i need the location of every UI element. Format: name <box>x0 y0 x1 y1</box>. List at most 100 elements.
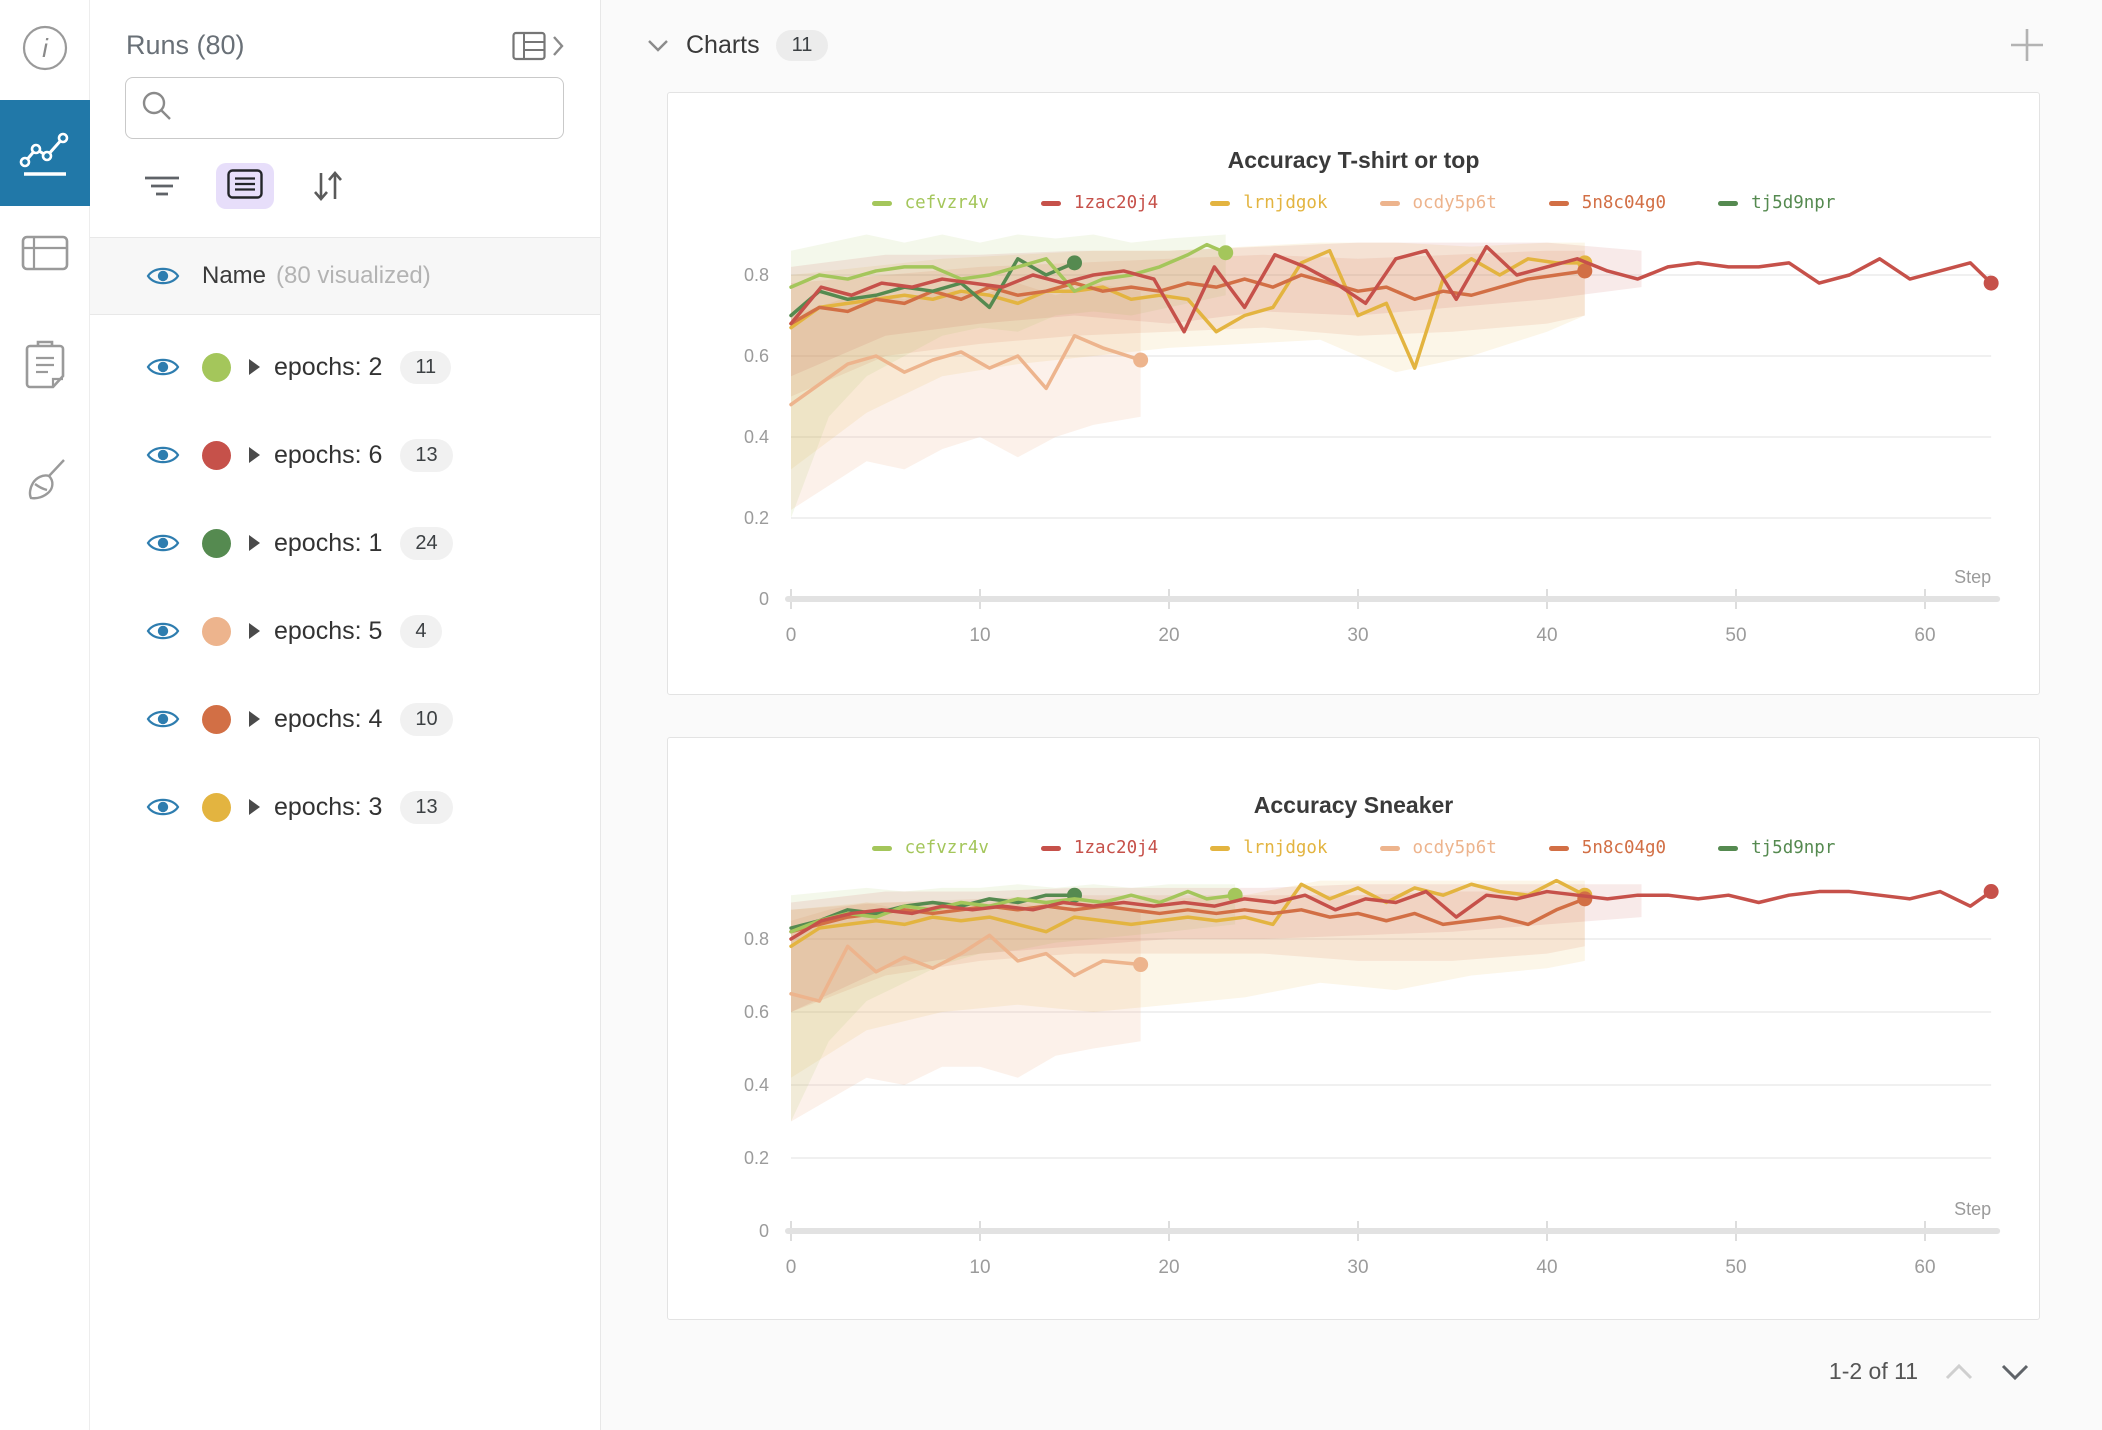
svg-text:Step: Step <box>1954 567 1991 587</box>
svg-text:0: 0 <box>759 1221 769 1241</box>
expand-caret-icon[interactable] <box>249 447 260 463</box>
legend-label: tj5d9npr <box>1751 838 1836 858</box>
visibility-eye-icon[interactable] <box>146 707 180 731</box>
expand-caret-icon[interactable] <box>249 711 260 727</box>
expand-panel-chevron-icon[interactable] <box>550 33 566 59</box>
legend-item[interactable]: lrnjdgok <box>1210 193 1328 213</box>
rail-item-notes[interactable] <box>0 306 90 426</box>
svg-text:0.8: 0.8 <box>744 929 769 949</box>
legend-label: 1zac20j4 <box>1073 838 1159 858</box>
runs-search-box[interactable] <box>125 77 564 139</box>
run-group-row[interactable]: epochs: 5 4 <box>90 587 600 675</box>
svg-text:0.4: 0.4 <box>744 1075 769 1095</box>
page-down-chevron-icon[interactable] <box>2000 1363 2030 1381</box>
legend-item[interactable]: lrnjdgok <box>1210 838 1328 858</box>
legend-label: lrnjdgok <box>1243 838 1328 858</box>
svg-text:10: 10 <box>969 1257 990 1278</box>
group-list-view-button[interactable] <box>216 163 274 209</box>
legend-item[interactable]: 5n8c04g0 <box>1548 838 1666 858</box>
pagination-label: 1-2 of 11 <box>1828 1358 1918 1384</box>
expand-caret-icon[interactable] <box>249 799 260 815</box>
legend-label: ocdy5p6t <box>1412 838 1497 858</box>
visibility-eye-icon[interactable] <box>146 531 180 555</box>
legend-label: cefvzr4v <box>904 838 989 858</box>
run-count-badge: 13 <box>400 790 453 824</box>
legend-dash <box>871 845 892 851</box>
legend-dash <box>1040 845 1061 851</box>
run-count-badge: 10 <box>400 702 453 736</box>
svg-text:Step: Step <box>1954 1199 1991 1219</box>
rail-item-info[interactable]: i <box>0 0 90 100</box>
legend-dash <box>1040 200 1061 206</box>
chart-panel-accuracy-tshirt[interactable]: Accuracy T-shirt or top cefvzr4v 1zac20j… <box>667 92 2040 695</box>
plus-icon <box>2006 24 2048 71</box>
svg-text:40: 40 <box>1536 1257 1557 1278</box>
expand-caret-icon[interactable] <box>249 359 260 375</box>
run-count-badge: 4 <box>400 614 442 648</box>
visibility-eye-icon[interactable] <box>146 264 180 288</box>
add-panel-button[interactable] <box>2006 24 2048 71</box>
expand-caret-icon[interactable] <box>249 535 260 551</box>
legend-item[interactable]: ocdy5p6t <box>1379 193 1497 213</box>
charts-section-title[interactable]: Charts <box>686 31 760 59</box>
svg-text:0: 0 <box>786 1257 797 1278</box>
legend-dash <box>1210 200 1231 206</box>
broom-icon <box>22 456 68 507</box>
rail-item-clear[interactable] <box>0 426 90 536</box>
run-group-row[interactable]: epochs: 6 13 <box>90 411 600 499</box>
filter-icon[interactable] <box>142 171 182 201</box>
legend-item[interactable]: ocdy5p6t <box>1379 838 1497 858</box>
visibility-eye-icon[interactable] <box>146 355 180 379</box>
legend-item[interactable]: cefvzr4v <box>871 193 989 213</box>
chart-panel-accuracy-sneaker[interactable]: Accuracy Sneaker cefvzr4v 1zac20j4 lrnjd… <box>667 737 2040 1320</box>
rail-item-charts[interactable] <box>0 100 90 206</box>
line-chart-plot[interactable]: 0.2 0.4 0.6 0.8 00 10 20 30 40 50 60 Step <box>668 871 2039 1321</box>
legend-dash <box>1548 845 1569 851</box>
svg-text:0.2: 0.2 <box>744 508 769 528</box>
visibility-eye-icon[interactable] <box>146 619 180 643</box>
legend-item[interactable]: cefvzr4v <box>871 838 989 858</box>
legend-item[interactable]: 1zac20j4 <box>1040 193 1158 213</box>
clipboard-icon <box>24 338 66 395</box>
run-group-row[interactable]: epochs: 4 10 <box>90 675 600 763</box>
charts-workspace: Charts 11 Accuracy T-shirt or top cefvzr… <box>601 0 2102 1430</box>
line-chart-plot[interactable]: 0.2 0.4 0.6 0.8 00 10 20 30 40 50 60 Step <box>668 226 2039 696</box>
visibility-eye-icon[interactable] <box>146 443 180 467</box>
svg-text:0.8: 0.8 <box>744 265 769 285</box>
run-color-dot <box>202 616 231 646</box>
legend-dash <box>1718 200 1739 206</box>
run-group-label: epochs: 3 <box>274 792 383 821</box>
run-group-row[interactable]: epochs: 2 11 <box>90 323 600 411</box>
svg-text:60: 60 <box>1914 625 1935 646</box>
rail-item-table[interactable] <box>0 206 90 306</box>
run-color-dot <box>202 440 231 470</box>
visibility-eye-icon[interactable] <box>146 795 180 819</box>
collapse-section-chevron-icon[interactable] <box>646 38 670 54</box>
search-icon <box>140 89 174 128</box>
sort-icon[interactable] <box>308 168 346 204</box>
legend-item[interactable]: 5n8c04g0 <box>1548 193 1666 213</box>
legend-dash <box>1379 845 1400 851</box>
svg-text:60: 60 <box>1914 1257 1935 1278</box>
run-group-label: epochs: 4 <box>274 704 383 733</box>
legend-dash <box>1548 200 1569 206</box>
legend-label: ocdy5p6t <box>1412 193 1497 213</box>
legend-item[interactable]: tj5d9npr <box>1718 838 1835 858</box>
table-icon <box>21 235 69 278</box>
search-input[interactable] <box>184 94 549 122</box>
run-group-row[interactable]: epochs: 3 13 <box>90 763 600 851</box>
legend-item[interactable]: tj5d9npr <box>1718 193 1835 213</box>
run-count-badge: 13 <box>400 438 453 472</box>
legend-item[interactable]: 1zac20j4 <box>1040 838 1159 858</box>
run-group-label: epochs: 1 <box>274 528 383 557</box>
runs-table-toggle-icon[interactable] <box>512 31 546 61</box>
page-up-chevron-icon[interactable] <box>1944 1363 1974 1381</box>
chart-title: Accuracy T-shirt or top <box>1227 147 1480 173</box>
expand-caret-icon[interactable] <box>249 623 260 639</box>
run-count-badge: 11 <box>400 350 452 384</box>
chart-legend: cefvzr4v 1zac20j4 lrnjdgok ocdy5p6t 5n8c… <box>668 838 2039 858</box>
run-group-row[interactable]: epochs: 1 24 <box>90 499 600 587</box>
svg-text:0.2: 0.2 <box>744 1148 769 1168</box>
runs-panel-title: Runs (80) <box>126 30 245 60</box>
svg-text:50: 50 <box>1725 625 1746 646</box>
